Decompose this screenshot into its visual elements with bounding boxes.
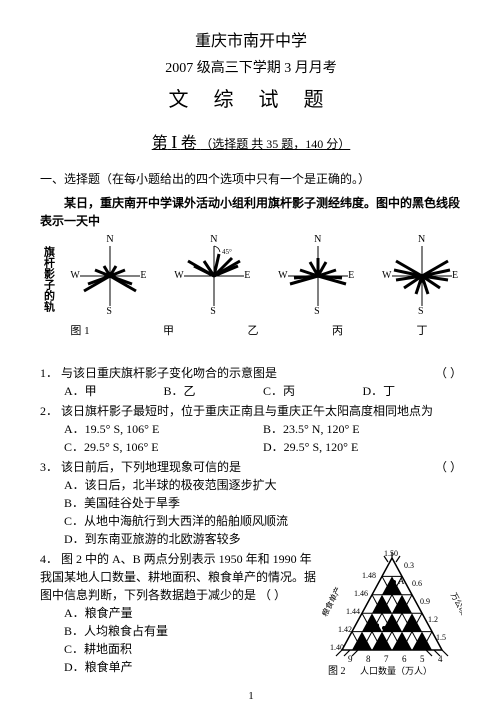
- svg-text:5: 5: [420, 654, 425, 664]
- section-prefix: 第: [152, 135, 168, 152]
- svg-text:0.6: 0.6: [412, 579, 422, 588]
- label-e: E: [452, 268, 458, 283]
- q1-number: 1．: [40, 366, 58, 380]
- axis-right-label: 万公顷: [449, 591, 462, 616]
- label-n: N: [314, 232, 321, 247]
- label-w: W: [382, 268, 391, 283]
- svg-text:1.42: 1.42: [338, 625, 352, 634]
- figure-side-label: 旗杆影子的轨: [40, 246, 57, 312]
- tri-b-label: B: [374, 622, 380, 632]
- question-1: 1． 与该日重庆旗杆影子变化吻合的示意图是 （ ） A．甲 B．乙 C．丙 D．…: [40, 364, 462, 400]
- figure-2-triangle: A B 1.50 0.3 1.48 1.46 1.44 1.42 1.40 0.…: [322, 550, 462, 685]
- q1-option-d: D．丁: [363, 382, 463, 400]
- q1-option-b: B．乙: [164, 382, 264, 400]
- angle-label: 45°: [222, 248, 232, 256]
- label-w: W: [70, 268, 79, 283]
- svg-text:7: 7: [384, 654, 389, 664]
- page-number: 1: [0, 688, 502, 705]
- label-n: N: [210, 232, 217, 247]
- svg-text:0.9: 0.9: [420, 597, 430, 606]
- caption-c: 丙: [298, 323, 378, 340]
- question-3: 3． 该日前后，下列地理现象可信的是 （ ） A．该日后，北半球的极夜范围逐步扩…: [40, 458, 462, 548]
- svg-text:1.46: 1.46: [354, 589, 368, 598]
- q3-option-c: C．从地中海航行到大西洋的船舶顺风顺流: [64, 512, 462, 530]
- q1-paren: （ ）: [435, 364, 462, 382]
- q4-option-d: D．粮食单产: [64, 658, 316, 676]
- compass-c: N S E W: [278, 236, 358, 316]
- svg-text:1.40: 1.40: [330, 643, 344, 652]
- q2-option-c: C．29.5° S, 106° E: [64, 438, 263, 456]
- q4-paren: （ ）: [259, 588, 286, 602]
- svg-text:9: 9: [348, 654, 353, 664]
- compass-b: 45° N S E W: [174, 236, 254, 316]
- section-suffix: 卷: [181, 135, 197, 152]
- svg-text:1.44: 1.44: [346, 607, 360, 616]
- q1-option-c: C．丙: [263, 382, 363, 400]
- q2-stem: 该日旗杆影子最短时，位于重庆正南且与重庆正午太阳高度相同地点为: [61, 404, 433, 418]
- svg-text:1.2: 1.2: [428, 615, 438, 624]
- label-w: W: [278, 268, 287, 283]
- mcq-instruction: 一、选择题（在每小题给出的四个选项中只有一个是正确的。）: [40, 170, 462, 188]
- q3-option-a: A．该日后，北半球的极夜范围逐步扩大: [64, 476, 462, 494]
- figure-1-row: 旗杆影子的轨 N S E W 45°: [40, 236, 462, 321]
- q3-option-b: B．美国硅谷处于旱季: [64, 494, 462, 512]
- figure-1-captions: 图 1 甲 乙 丙 丁: [40, 323, 462, 340]
- tri-a-label: A: [398, 576, 405, 586]
- label-e: E: [140, 268, 146, 283]
- q4-number: 4．: [40, 552, 58, 566]
- label-s: S: [106, 304, 112, 319]
- section-note: （选择题 共 35 题，140 分）: [200, 137, 350, 151]
- svg-text:0.3: 0.3: [404, 561, 414, 570]
- section-header: 第 I 卷 （选择题 共 35 题，140 分）: [40, 129, 462, 156]
- label-s: S: [210, 304, 216, 319]
- label-w: W: [174, 268, 183, 283]
- svg-text:1.50: 1.50: [384, 550, 398, 558]
- label-e: E: [348, 268, 354, 283]
- caption-a: 甲: [129, 323, 209, 340]
- q3-number: 3．: [40, 460, 58, 474]
- label-n: N: [418, 232, 425, 247]
- question-list: 1． 与该日重庆旗杆影子变化吻合的示意图是 （ ） A．甲 B．乙 C．丙 D．…: [40, 364, 462, 685]
- q4-option-b: B．人均粮食占有量: [64, 622, 316, 640]
- label-s: S: [418, 304, 424, 319]
- title-exam: 2007 级高三下学期 3 月月考: [40, 58, 462, 79]
- compass-d: N S E W: [382, 236, 462, 316]
- compass-a: N S E W: [70, 236, 150, 316]
- svg-text:4: 4: [438, 654, 443, 664]
- svg-text:6: 6: [402, 654, 407, 664]
- label-e: E: [244, 268, 250, 283]
- label-s: S: [314, 304, 320, 319]
- section-roman: I: [171, 132, 177, 152]
- q3-paren: （ ）: [435, 458, 462, 476]
- caption-b: 乙: [213, 323, 293, 340]
- question-4: 4． 图 2 中的 A、B 两点分别表示 1950 年和 1990 年我国某地人…: [40, 550, 462, 685]
- q3-option-d: D．到东南亚旅游的北欧游客较多: [64, 530, 462, 548]
- svg-text:1.5: 1.5: [436, 633, 446, 642]
- q1-stem: 与该日重庆旗杆影子变化吻合的示意图是: [61, 366, 277, 380]
- axis-left-label: 粮食单产: [322, 585, 343, 618]
- q4-option-c: C．耕地面积: [64, 640, 316, 658]
- label-n: N: [106, 232, 113, 247]
- q2-option-d: D．29.5° S, 120° E: [263, 438, 462, 456]
- q2-option-b: B．23.5° N, 120° E: [263, 420, 462, 438]
- q4-option-a: A．粮食产量: [64, 604, 316, 622]
- svg-text:1.48: 1.48: [362, 571, 376, 580]
- title-subject: 文 综 试 题: [40, 85, 462, 115]
- axis-bottom-label: 人口数量（万人）: [360, 665, 432, 676]
- caption-d: 丁: [382, 323, 462, 340]
- question-2: 2． 该日旗杆影子最短时，位于重庆正南且与重庆正午太阳高度相同地点为 A．19.…: [40, 402, 462, 456]
- figure-2-label: 图 2: [328, 665, 346, 677]
- title-school: 重庆市南开中学: [40, 30, 462, 54]
- q3-stem: 该日前后，下列地理现象可信的是: [61, 460, 241, 474]
- q2-option-a: A．19.5° S, 106° E: [64, 420, 263, 438]
- q2-number: 2．: [40, 404, 58, 418]
- figure-1-label: 图 1: [40, 323, 120, 340]
- passage-line: 某日，重庆南开中学课外活动小组利用旗杆影子测经纬度。图中的黑色线段表示一天中: [40, 194, 462, 230]
- svg-text:8: 8: [366, 654, 371, 664]
- q1-option-a: A．甲: [64, 382, 164, 400]
